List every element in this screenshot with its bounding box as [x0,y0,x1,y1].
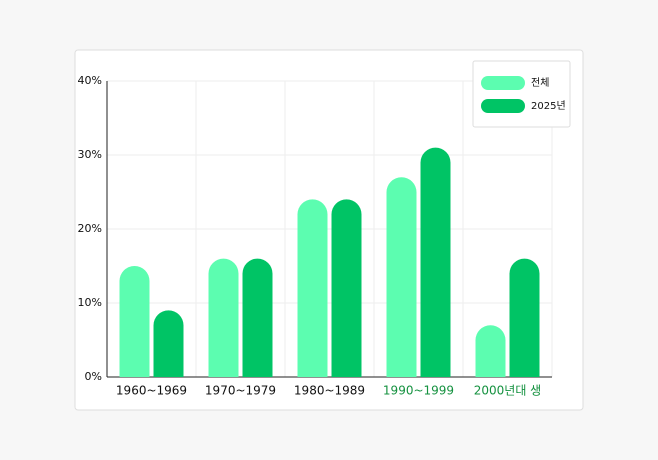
y-tick-label: 10% [78,296,102,309]
bar [242,258,273,377]
chart-card [74,49,584,411]
legend-label: 2025년 [531,100,566,112]
bar [153,310,184,377]
x-tick-label: 1960~1969 [116,384,187,398]
y-tick-label: 0% [85,370,102,383]
x-tick-label: 2000년대 생 [474,384,541,398]
bar [331,199,362,377]
y-tick-label: 20% [78,222,102,235]
x-tick-label: 1980~1989 [294,384,365,398]
legend-label: 전체 [531,77,549,89]
bar [386,177,417,377]
bar [475,325,506,377]
legend-swatch [481,76,525,90]
bar [420,147,451,377]
x-tick-label: 1990~1999 [383,384,454,398]
x-tick-label: 1970~1979 [205,384,276,398]
y-tick-label: 40% [78,74,102,87]
bar [509,258,540,377]
bar [208,258,239,377]
y-tick-label: 30% [78,148,102,161]
bar [297,199,328,377]
legend-swatch [481,99,525,113]
legend-box [472,60,571,128]
bar [119,266,150,377]
